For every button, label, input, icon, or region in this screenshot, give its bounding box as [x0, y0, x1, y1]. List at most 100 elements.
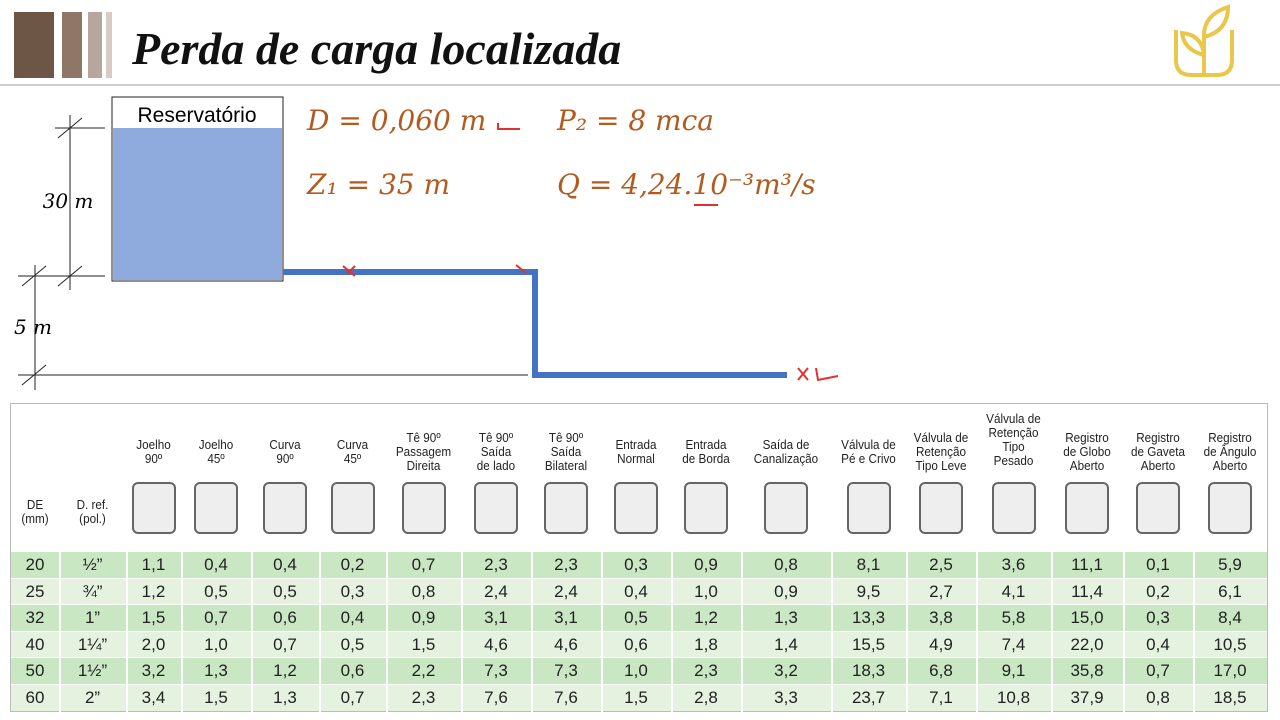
column-header: Canalização	[753, 451, 819, 466]
cell: 3,6	[1001, 555, 1026, 574]
column-header: Válvula de	[986, 411, 1041, 426]
cell: 0,6	[340, 661, 365, 681]
marks	[342, 123, 839, 382]
cell: 0,2	[1146, 581, 1170, 601]
cell: 1,2	[273, 661, 297, 681]
fitting-icon	[684, 482, 728, 534]
cell: 2,3	[484, 555, 508, 574]
cell: 8,4	[1218, 608, 1242, 628]
column-header: Tê 90º	[548, 430, 584, 445]
fitting-icon	[991, 482, 1036, 534]
cell: 15,0	[1070, 608, 1104, 628]
column-header: de Gaveta	[1131, 444, 1185, 459]
cell: 1,3	[204, 661, 228, 681]
fitting-icon	[194, 482, 238, 534]
column-header: D. ref.	[76, 497, 109, 512]
cell: 0,5	[273, 581, 297, 601]
bar	[106, 12, 112, 78]
column-header: Saída de	[762, 437, 810, 452]
cell: 11,1	[1071, 555, 1103, 574]
cell: ¾”	[82, 581, 103, 601]
reservoir-label: Reservatório	[137, 104, 256, 127]
cell: 2”	[84, 688, 101, 707]
cell: 32	[25, 608, 45, 628]
cell: 3,2	[141, 661, 166, 681]
column-header: Direita	[406, 458, 441, 473]
cell: 4,9	[929, 634, 953, 654]
column-divider	[671, 552, 673, 712]
cell: 7,3	[554, 661, 578, 681]
column-header: 90º	[276, 451, 294, 466]
column-divider	[741, 552, 743, 712]
cell: 50	[25, 661, 45, 681]
column-header: Entrada	[615, 437, 657, 452]
cell: 0,9	[774, 581, 798, 601]
bar	[88, 12, 102, 78]
pipe	[283, 269, 787, 378]
column-header: Normal	[617, 451, 655, 466]
column-header: 90º	[144, 451, 163, 466]
cell: 1¼”	[77, 634, 108, 654]
column-divider	[181, 552, 183, 712]
equation: D = 0,060 m	[307, 104, 487, 137]
column-header: Válvula de	[913, 430, 969, 445]
fitting-icon	[1208, 482, 1252, 534]
cell: 0,8	[1146, 688, 1170, 707]
cell: 23,7	[851, 688, 886, 707]
column-divider	[59, 552, 61, 712]
cell: 0,2	[340, 555, 365, 574]
row-bg	[11, 658, 1267, 684]
column-divider	[1051, 552, 1053, 712]
cell: 60	[25, 688, 45, 707]
fitting-icon	[474, 482, 518, 534]
column-divider	[976, 552, 978, 712]
cell: 2,7	[929, 581, 953, 601]
column-header: de Ângulo	[1203, 444, 1257, 459]
fitting-icon	[764, 482, 808, 534]
cell: 2,8	[694, 688, 718, 707]
cell: 7,6	[554, 688, 578, 707]
bar	[62, 12, 82, 78]
cell: 1,5	[204, 688, 228, 707]
cell: 0,5	[204, 581, 228, 601]
cell: 3,2	[774, 661, 798, 681]
cell: 0,3	[340, 581, 365, 601]
fitting-icon	[131, 482, 176, 534]
column-header: (mm)	[21, 511, 49, 526]
cell: 22,0	[1070, 634, 1104, 654]
cell: 3,1	[484, 608, 508, 628]
title: Perda de carga localizada	[132, 23, 622, 74]
column-header: DE	[26, 497, 44, 512]
cell: 3,1	[554, 608, 578, 628]
column-divider	[531, 552, 533, 712]
column-header: Tê 90º	[478, 430, 514, 445]
fitting-icon	[1136, 482, 1180, 534]
cell: 20	[25, 555, 45, 574]
cell: 1,5	[624, 688, 648, 707]
cell: 5,9	[1218, 555, 1242, 574]
column-header: de Globo	[1063, 444, 1111, 459]
cell: 0,4	[1146, 634, 1170, 654]
column-header: Retenção	[915, 444, 967, 459]
column-divider	[906, 552, 908, 712]
diagram: 30 m 5 m Reservatório	[0, 4, 1280, 390]
cell: 2,0	[141, 634, 166, 654]
column-header: Pesado	[993, 453, 1034, 468]
column-header: Registro	[1208, 430, 1252, 445]
column-header: Joelho	[198, 437, 234, 452]
cell: 2,4	[484, 581, 508, 601]
column-header: Retenção	[988, 425, 1039, 440]
cell: 6,1	[1218, 581, 1242, 601]
cell: 0,7	[273, 634, 297, 654]
cell: 18,5	[1213, 688, 1247, 707]
column-divider	[126, 552, 128, 712]
cell: 1½”	[77, 661, 108, 681]
equation: P₂ = 8 mca	[557, 104, 714, 137]
cell: 1,0	[624, 661, 648, 681]
bar	[14, 12, 54, 78]
cell: 0,8	[774, 555, 798, 574]
cell: 1,0	[204, 634, 228, 654]
column-header: Registro	[1136, 430, 1180, 445]
cell: 1,0	[694, 581, 718, 601]
